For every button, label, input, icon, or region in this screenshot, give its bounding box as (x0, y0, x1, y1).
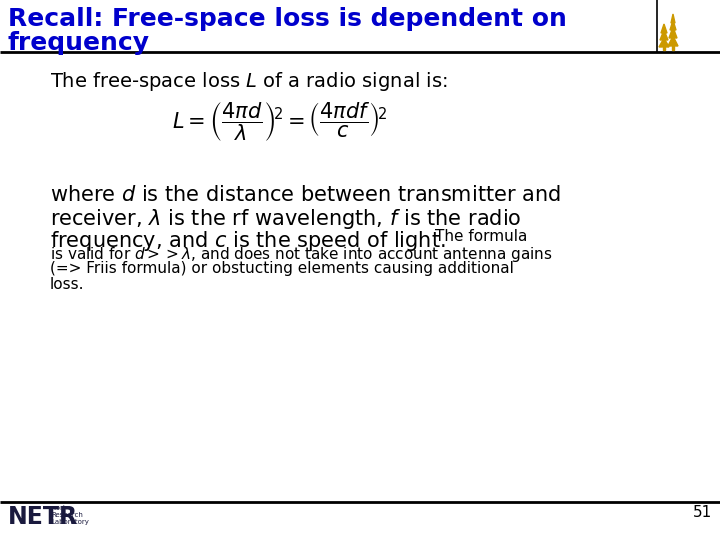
Text: is valid for $d >> \lambda$, and does not take into account antenna gains: is valid for $d >> \lambda$, and does no… (50, 245, 553, 264)
Text: Recall: Free-space loss is dependent on: Recall: Free-space loss is dependent on (8, 7, 567, 31)
Polygon shape (661, 24, 667, 33)
Text: frequency, and $c$ is the speed of light.: frequency, and $c$ is the speed of light… (50, 229, 446, 253)
Polygon shape (671, 14, 675, 23)
Text: loss.: loss. (50, 277, 84, 292)
Text: frequency: frequency (8, 31, 150, 55)
Polygon shape (663, 47, 665, 50)
Text: where $d$ is the distance between transmitter and: where $d$ is the distance between transm… (50, 185, 561, 205)
Polygon shape (659, 38, 669, 47)
Text: works
Research
Laboratory: works Research Laboratory (51, 505, 89, 525)
Text: NETR: NETR (8, 505, 78, 529)
Polygon shape (668, 36, 678, 46)
Polygon shape (670, 20, 676, 30)
Polygon shape (660, 30, 668, 40)
Text: The formula: The formula (435, 229, 527, 244)
Text: The free-space loss $L$ of a radio signal is:: The free-space loss $L$ of a radio signa… (50, 70, 447, 93)
Text: receiver, $\lambda$ is the rf wavelength, $f$ is the radio: receiver, $\lambda$ is the rf wavelength… (50, 207, 521, 231)
Text: $L = \left(\dfrac{4\pi d}{\lambda}\right)^{\!2} = \left(\dfrac{4\pi df}{c}\right: $L = \left(\dfrac{4\pi d}{\lambda}\right… (172, 100, 388, 143)
Polygon shape (669, 27, 677, 38)
Text: (=> Friis formula) or obstucting elements causing additional: (=> Friis formula) or obstucting element… (50, 261, 514, 276)
Polygon shape (672, 46, 674, 50)
Text: 51: 51 (693, 505, 712, 520)
